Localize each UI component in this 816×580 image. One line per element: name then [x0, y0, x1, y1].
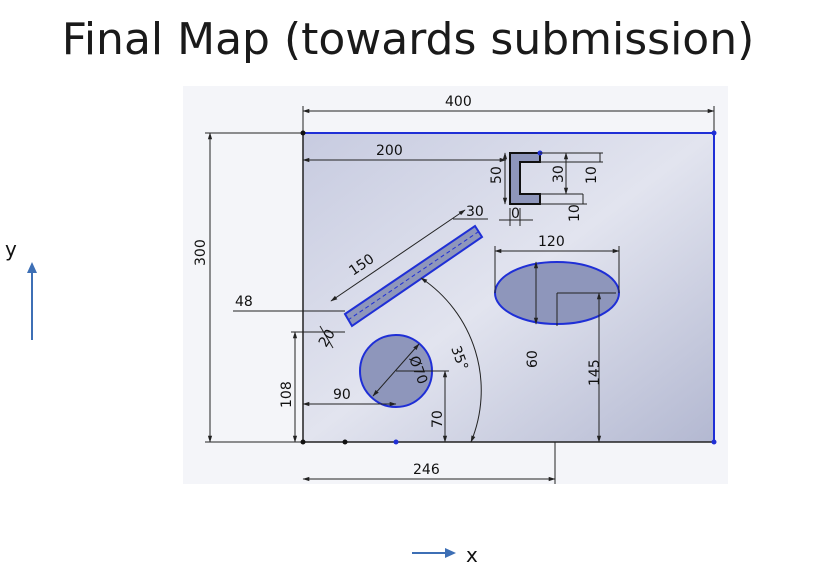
dim-108-label: 108: [279, 381, 295, 408]
angle-label: 35°: [447, 344, 471, 373]
origin-top-point: [300, 130, 306, 136]
dim-10-bottom-label: 10: [567, 204, 583, 222]
dim-slot-30-label: 30: [466, 204, 484, 220]
dim-400-label: 400: [445, 94, 472, 110]
dim-60-label: 60: [525, 350, 541, 368]
dim-line-20: [319, 325, 334, 349]
dim-0-label: 0: [511, 206, 520, 222]
dim-48-label: 48: [235, 294, 253, 310]
angle-arc: [420, 277, 482, 443]
dim-10-right-label: 10: [584, 166, 600, 184]
u-shaped-obstacle: [509, 152, 541, 205]
circle-base-point: [393, 439, 399, 445]
origin-point: [300, 439, 306, 445]
page-title: Final Map (towards submission): [61, 14, 755, 65]
y-axis-arrow-icon: [27, 262, 37, 340]
dim-line-dia-70: [372, 343, 420, 397]
y-axis-label: y: [5, 237, 17, 261]
dim-70-label: 70: [430, 410, 446, 428]
dim-300-label: 300: [193, 239, 209, 266]
dim-30-label: 30: [551, 165, 567, 183]
slot-base-point: [342, 439, 348, 445]
x-axis-arrow-icon: [412, 548, 456, 558]
dim-200-label: 200: [376, 143, 403, 159]
dim-145-label: 145: [587, 359, 603, 386]
cad-map-drawing: 400 200 300 50 30 10 10 0 30 150 48 20 1…: [183, 86, 728, 484]
dim-line-150: [330, 209, 466, 302]
x-axis-label: x: [466, 543, 478, 567]
corner-point: [711, 439, 717, 445]
dim-90-label: 90: [333, 387, 351, 403]
dim-50-label: 50: [489, 166, 505, 184]
dim-120-label: 120: [538, 234, 565, 250]
dim-246-label: 246: [413, 462, 440, 478]
corner-point: [711, 130, 717, 136]
